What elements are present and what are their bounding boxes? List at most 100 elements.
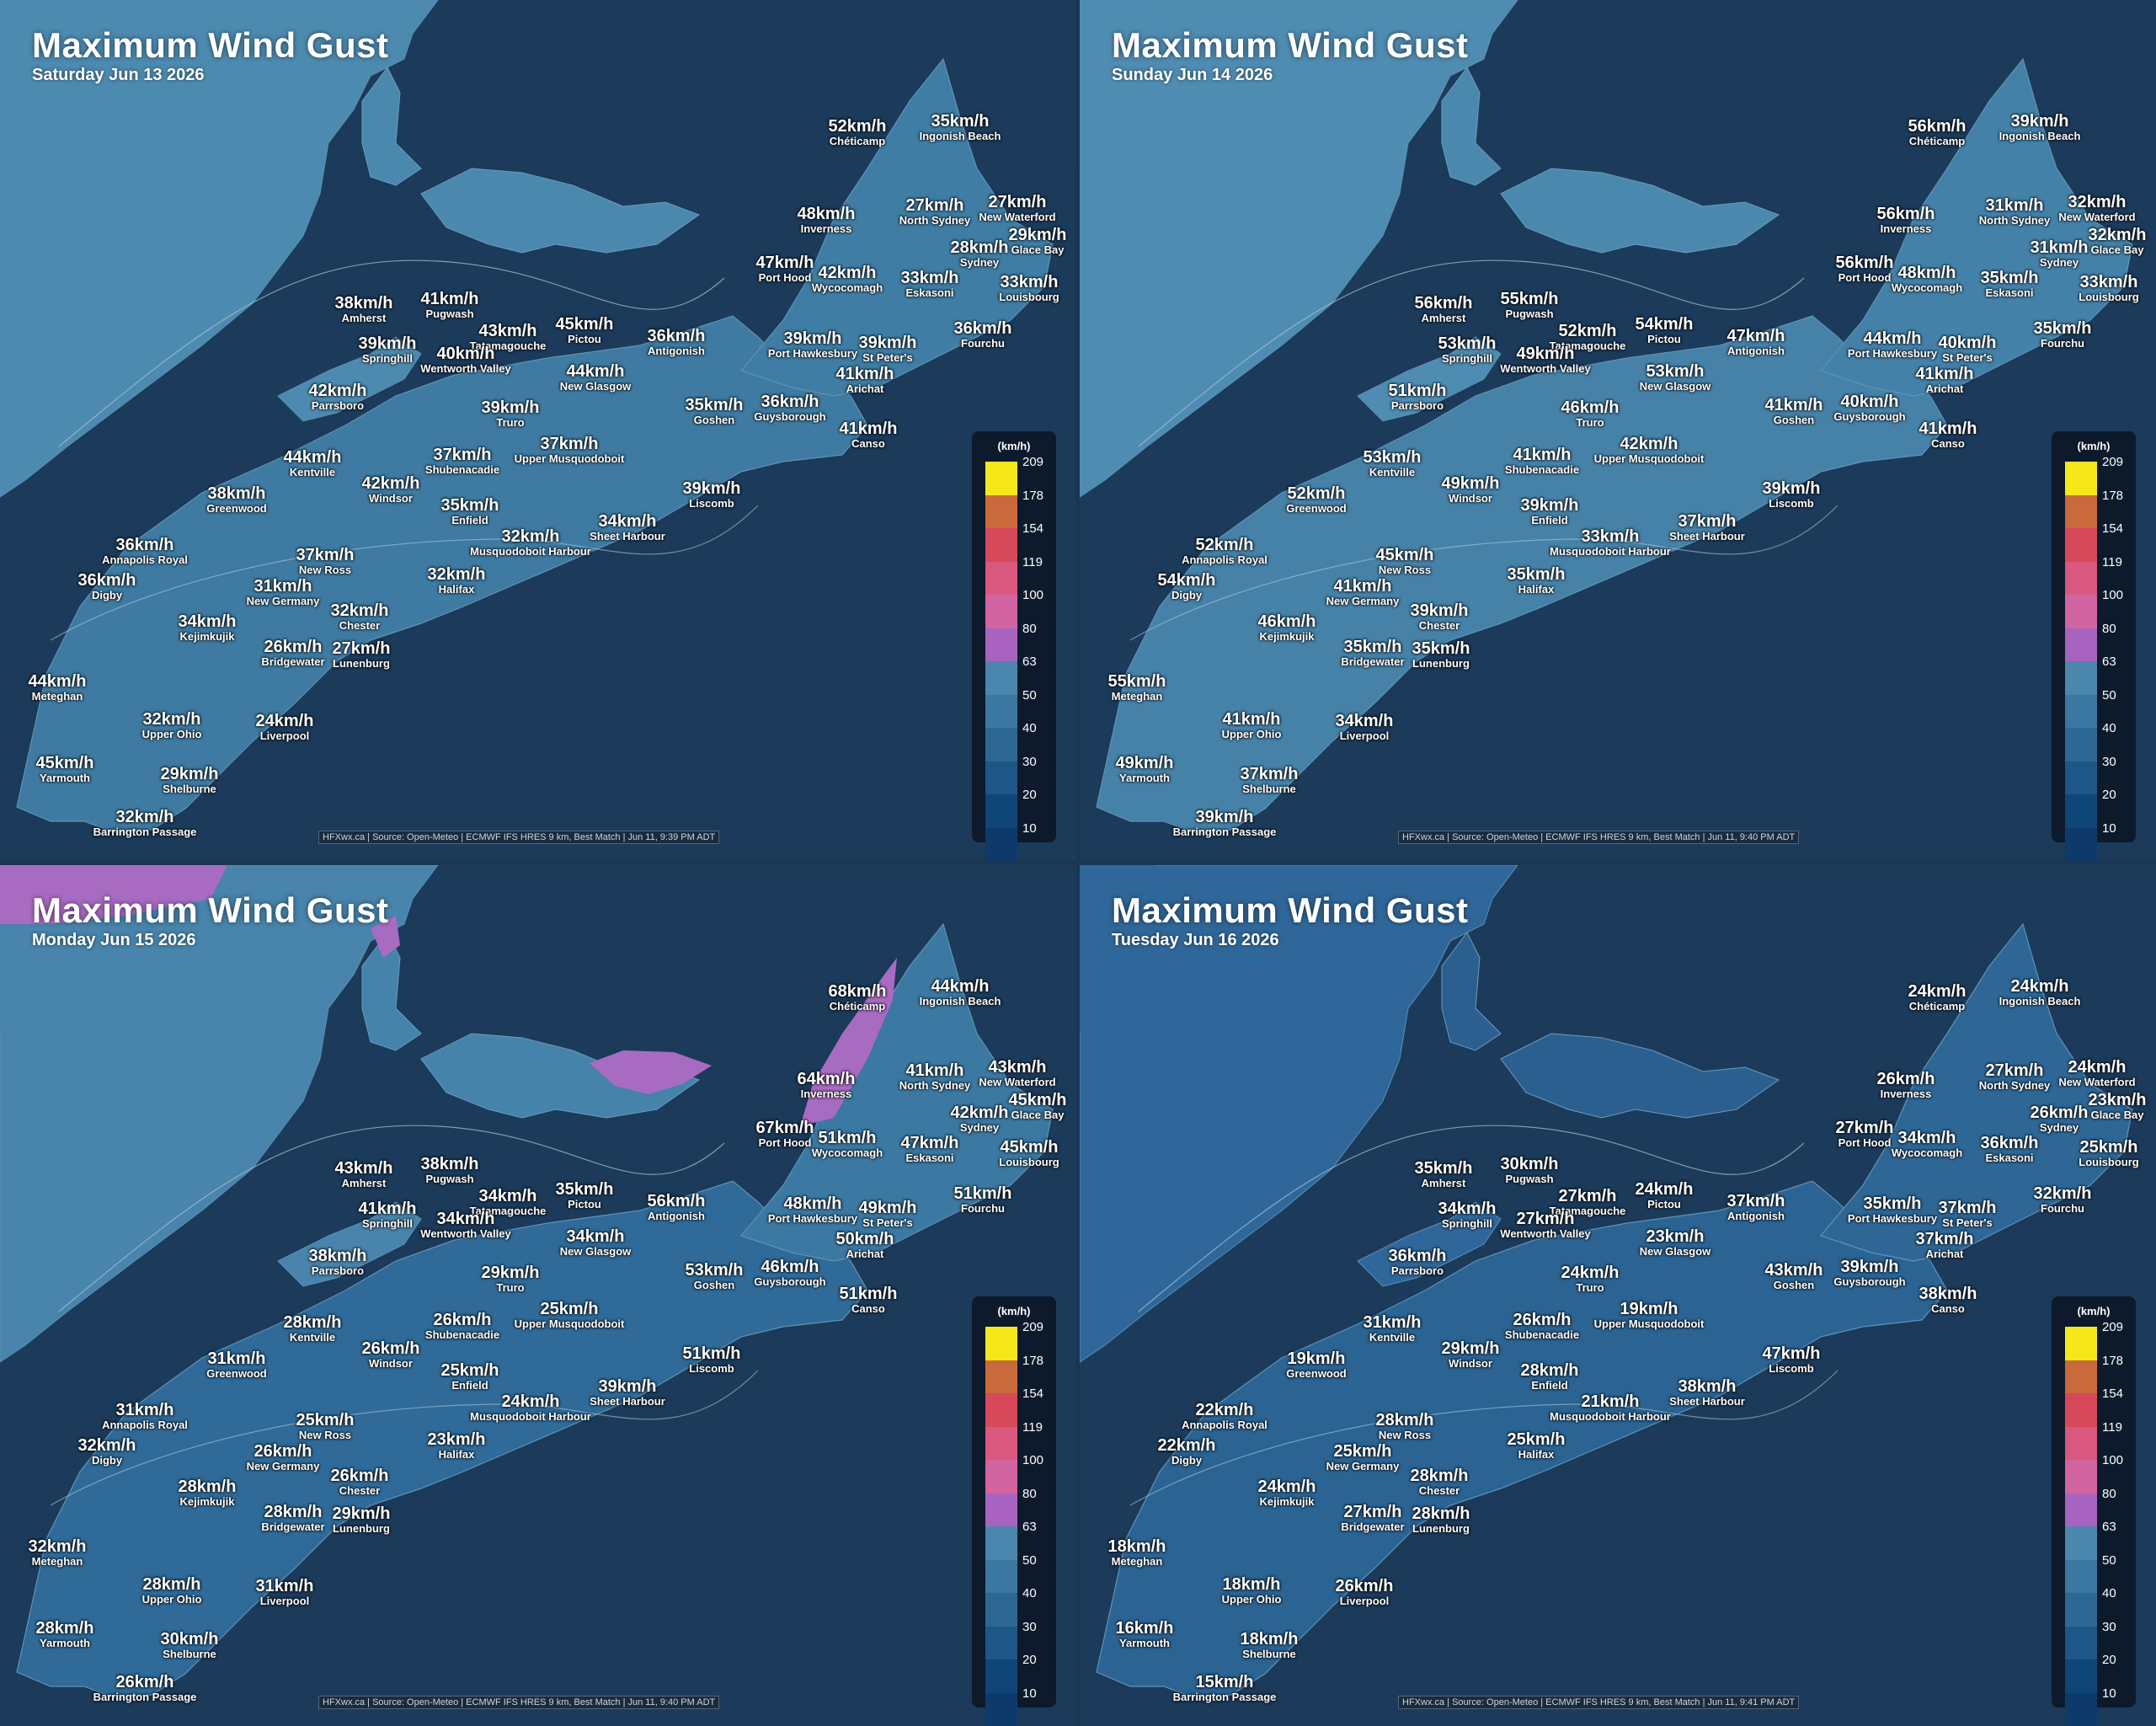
station-name: Shubenacadie (1504, 463, 1580, 476)
gust-value: 35km/h (685, 396, 744, 414)
legend-tick: 50 (2102, 687, 2116, 703)
station-label: 39km/h Ingonish Beach (1999, 113, 2081, 142)
legend-tick: 50 (1022, 687, 1037, 703)
station-label: 42km/h Windsor (362, 475, 420, 504)
station-label: 31km/h North Sydney (1979, 197, 2051, 226)
station-label: 28km/h Sydney (951, 239, 1009, 268)
gust-value: 48km/h (797, 205, 856, 223)
legend-swatch (985, 1626, 1017, 1660)
gust-value: 21km/h (1581, 1392, 1640, 1411)
station-name: Fourchu (2041, 337, 2084, 350)
station-label: 41km/h Canso (1919, 420, 1977, 449)
station-label: 18km/h Shelburne (1241, 1631, 1299, 1659)
station-label: 41km/h Goshen (1765, 397, 1823, 425)
legend-swatch (985, 1493, 1017, 1527)
station-name: St Peter's (862, 351, 913, 364)
station-name: Ingonish Beach (919, 995, 1001, 1007)
station-name: North Sydney (899, 1079, 971, 1092)
station-name: Goshen (693, 1279, 735, 1291)
station-name: New Ross (298, 1429, 352, 1441)
legend-swatch (985, 761, 1017, 795)
gust-value: 27km/h (1516, 1210, 1575, 1228)
station-label: 26km/h Windsor (362, 1340, 420, 1369)
legend-swatch (2065, 595, 2097, 628)
station-label: 64km/h Inverness (798, 1071, 856, 1099)
gust-value: 27km/h (1835, 1119, 1894, 1137)
station-name: Halifax (1518, 583, 1555, 596)
station-name: Parrsboro (1390, 399, 1444, 412)
station-name: Upper Ohio (141, 1593, 202, 1606)
gust-value: 33km/h (1581, 527, 1640, 546)
station-label: 45km/h Louisbourg (999, 1139, 1059, 1168)
source-credit: HFXwx.ca | Source: Open-Meteo | ECMWF IF… (318, 831, 720, 844)
station-label: 29km/h Lunenburg (333, 1505, 391, 1534)
station-label: 35km/h Amherst (1415, 1160, 1473, 1189)
station-label: 31km/h Greenwood (206, 1350, 267, 1379)
station-label: 26km/h Inverness (1877, 1071, 1935, 1099)
legend-tick: 63 (2102, 1520, 2116, 1534)
source-credit: HFXwx.ca | Source: Open-Meteo | ECMWF IF… (1398, 831, 1800, 844)
station-label: 49km/h Windsor (1442, 475, 1500, 504)
gust-value: 47km/h (900, 1134, 959, 1152)
station-label: 35km/h Bridgewater (1341, 639, 1404, 667)
station-label: 32km/h Barrington Passage (93, 809, 197, 837)
legend-tick: 20 (1022, 788, 1037, 802)
station-label: 44km/h Port Hawkesbury (1848, 330, 1937, 359)
gust-value: 50km/h (835, 1230, 894, 1248)
gust-value: 32km/h (501, 527, 560, 546)
legend-swatch (985, 1460, 1017, 1494)
station-label: 39km/h Chester (1411, 602, 1469, 631)
station-name: Halifax (438, 583, 475, 596)
station-name: Springhill (1442, 352, 1492, 365)
station-name: Port Hawkesbury (767, 347, 858, 360)
legend-tick: 119 (2102, 554, 2122, 569)
legend-tick: 100 (1022, 1453, 1044, 1467)
legend-swatch (985, 1659, 1017, 1693)
station-name: Glace Bay (1011, 243, 1065, 256)
station-name: Arichat (846, 1248, 884, 1260)
station-name: Louisbourg (999, 1156, 1059, 1168)
gust-value: 25km/h (1507, 1430, 1566, 1449)
station-name: Eskasoni (1985, 286, 2034, 299)
station-name: Chester (1418, 1484, 1460, 1497)
legend-swatch (2065, 661, 2097, 695)
gust-value: 39km/h (1840, 1258, 1899, 1276)
station-name: Antigonish (648, 1210, 705, 1222)
station-label: 27km/h Lunenburg (333, 640, 391, 669)
station-name: Arichat (1925, 382, 1964, 395)
gust-value: 43km/h (1764, 1261, 1823, 1280)
station-name: Wycocomagh (811, 1146, 883, 1159)
map-panel-monday: Maximum Wind Gust Monday Jun 15 2026 68km/… (0, 865, 1076, 1726)
station-label: 41km/h Canso (840, 420, 898, 449)
station-name: Liverpool (259, 1595, 310, 1607)
station-name: Liverpool (1339, 1595, 1390, 1607)
station-label: 22km/h Digby (1158, 1437, 1216, 1466)
station-label: 39km/h Sheet Harbour (590, 1378, 665, 1407)
station-label: 19km/h Upper Musquodoboit (1594, 1301, 1705, 1329)
station-label: 53km/h New Glasgow (1640, 363, 1711, 392)
station-name: Canso (1931, 437, 1965, 450)
station-label: 34km/h Sheet Harbour (590, 513, 665, 542)
station-label: 51km/h Fourchu (954, 1185, 1012, 1214)
gust-value: 28km/h (283, 1313, 342, 1332)
station-label: 43km/h New Waterford (979, 1059, 1055, 1087)
station-name: Enfield (1531, 1379, 1568, 1392)
station-name: Truro (1576, 1281, 1604, 1294)
legend-tick: 40 (1022, 1586, 1037, 1600)
station-name: Wentworth Valley (420, 1227, 511, 1240)
legend-swatch (985, 1426, 1017, 1461)
station-label: 32km/h Fourchu (2034, 1185, 2092, 1214)
station-label: 15km/h Barrington Passage (1173, 1674, 1277, 1702)
gust-value: 41km/h (358, 1200, 417, 1218)
gust-value: 28km/h (1520, 1361, 1579, 1380)
gust-value: 39km/h (783, 329, 842, 348)
gust-value: 25km/h (2079, 1138, 2138, 1157)
legend-swatch (985, 694, 1017, 729)
station-label: 52km/h Greenwood (1286, 485, 1347, 514)
gust-value: 16km/h (1115, 1619, 1174, 1638)
gust-value: 67km/h (755, 1119, 814, 1137)
station-label: 33km/h Eskasoni (901, 270, 959, 298)
legend-swatch (2065, 528, 2097, 562)
station-label: 26km/h Sydney (2031, 1104, 2089, 1133)
legend-swatch (985, 595, 1017, 628)
